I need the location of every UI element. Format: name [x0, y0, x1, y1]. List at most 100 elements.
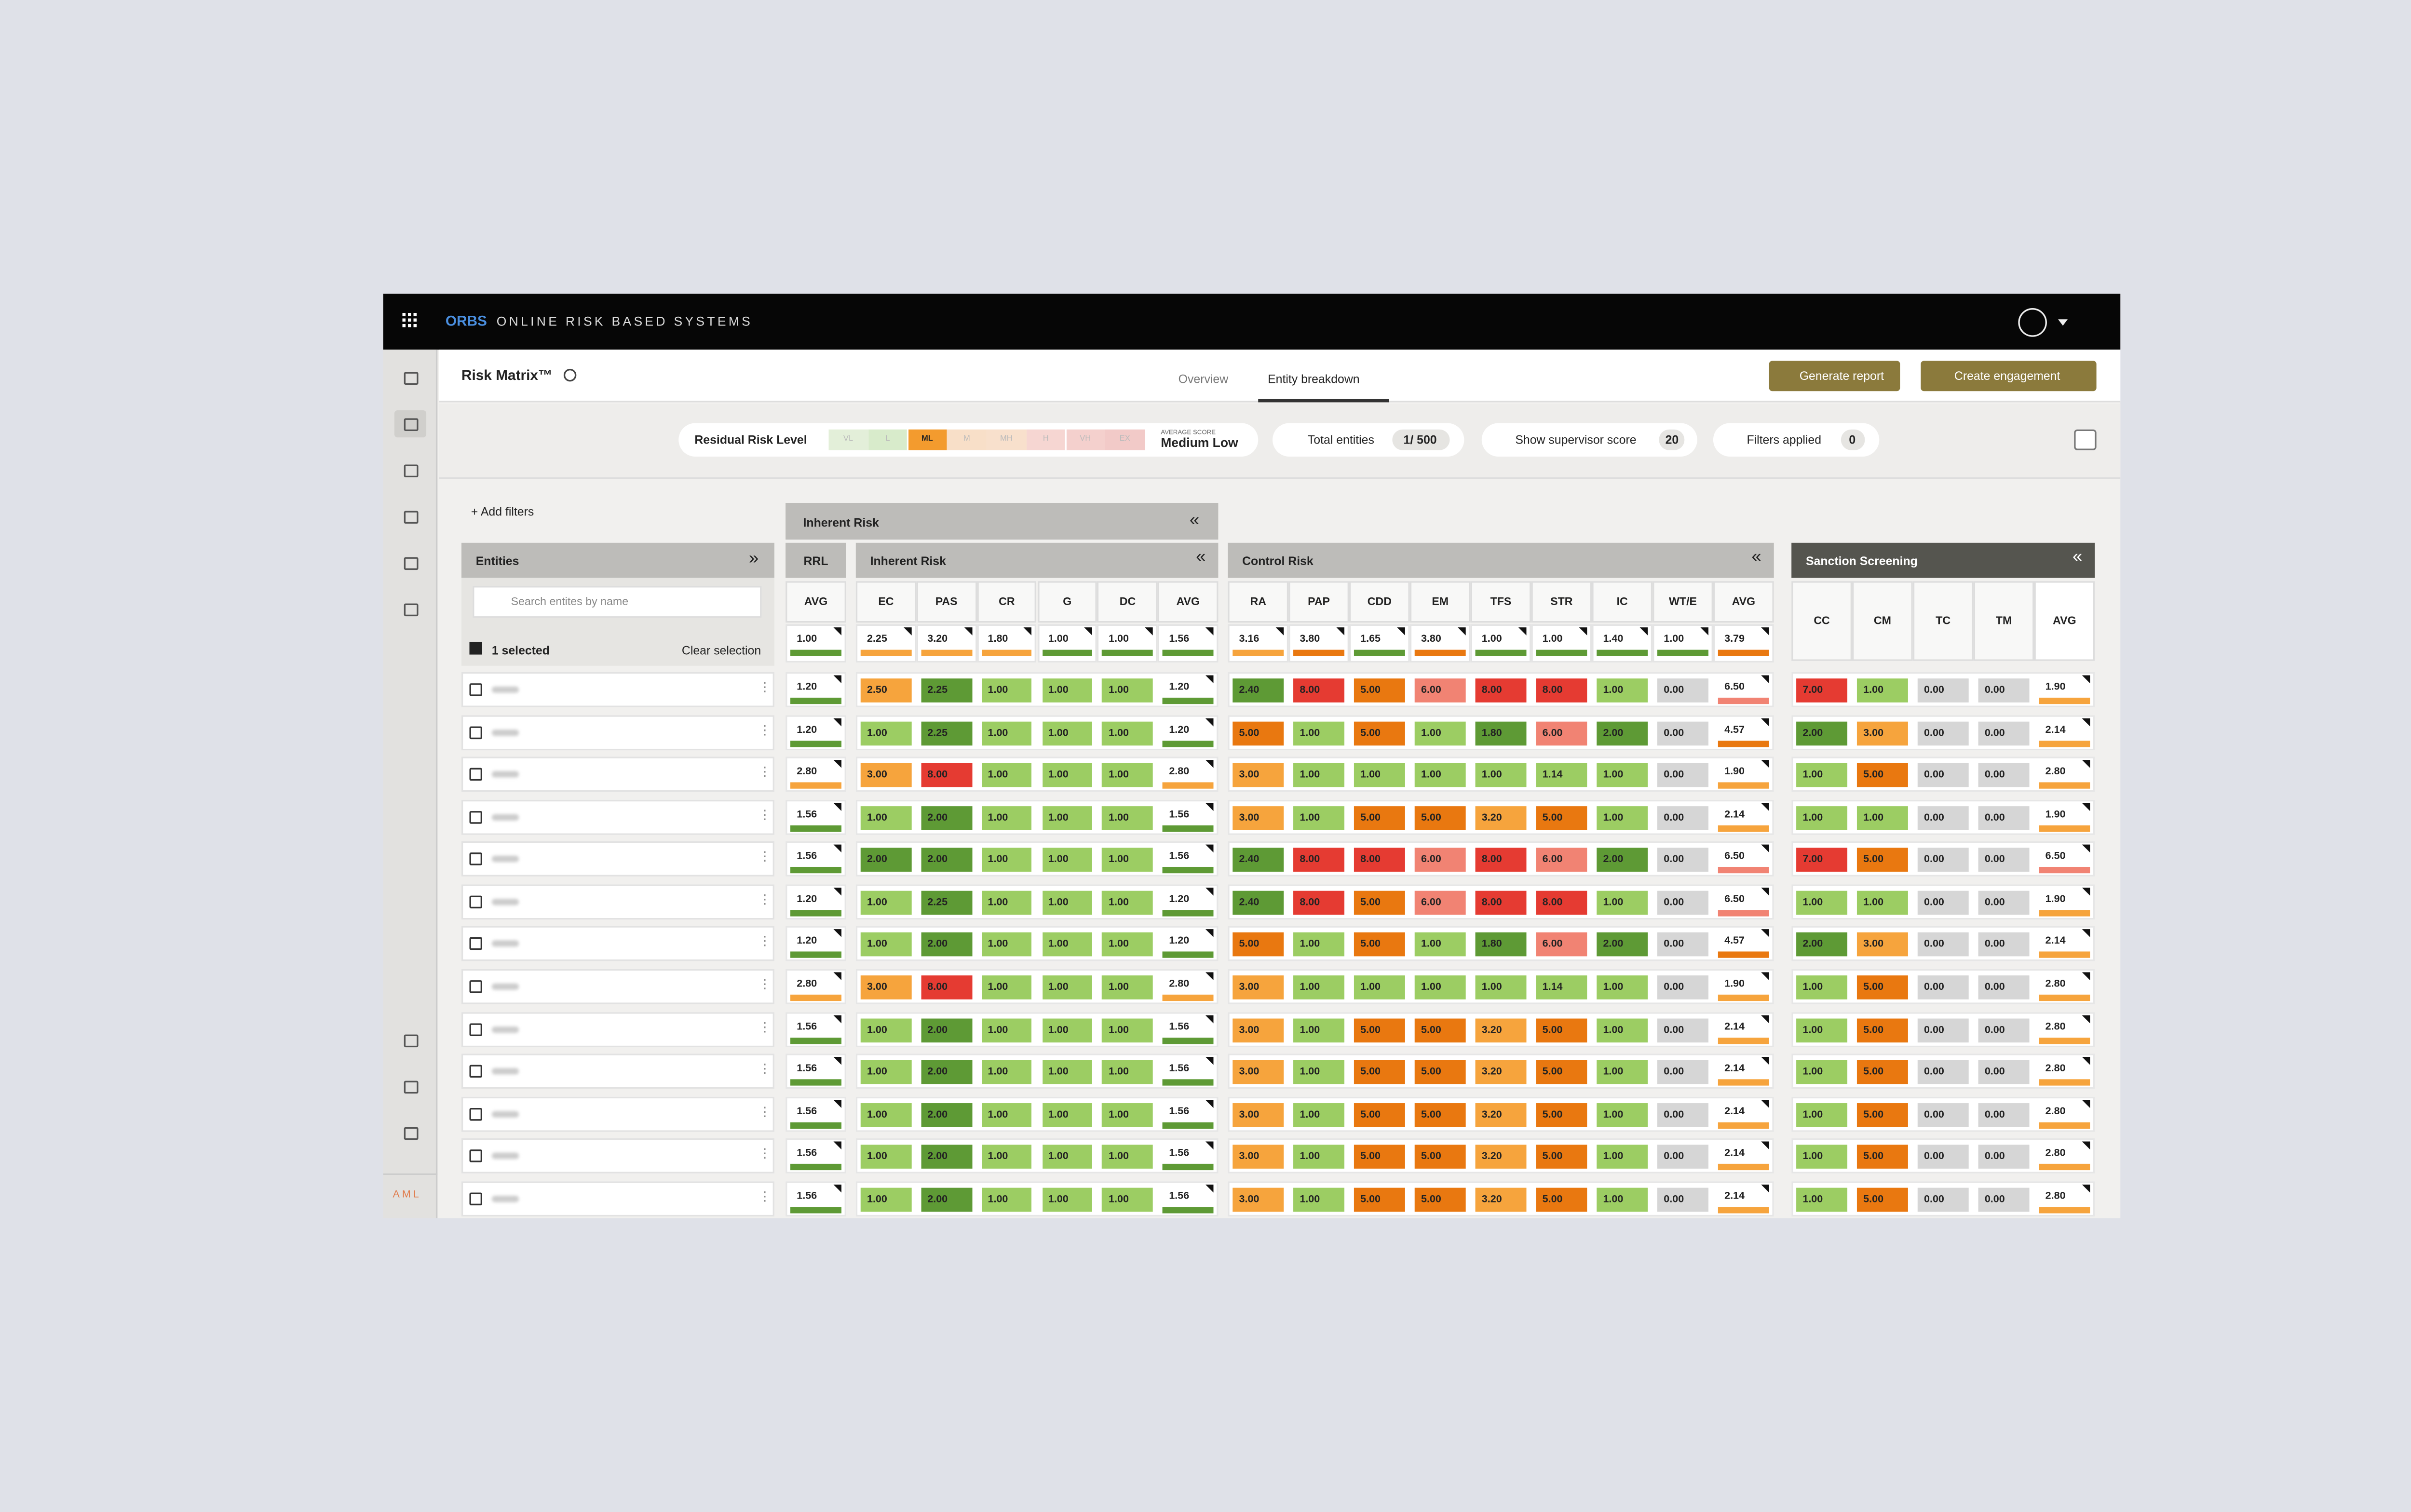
average-cell: 2.80 [2039, 760, 2090, 784]
average-bar [1163, 740, 1214, 747]
nav-folder[interactable] [404, 1127, 419, 1140]
create-engagement-button[interactable] [1921, 361, 2097, 392]
risk-cell: 0.00 [1657, 1060, 1708, 1085]
selected-count: 1 selected [491, 643, 550, 658]
risk-cell: 0.00 [1978, 721, 2030, 745]
sidebar [383, 350, 438, 1218]
filter-toggle[interactable] [2074, 429, 2097, 450]
risk-cell: 1.00 [1102, 721, 1153, 745]
risk-cell: 1.00 [1102, 1060, 1153, 1085]
risk-cell: 5.00 [1856, 1018, 1908, 1042]
tab-active[interactable]: Entity breakdown [1268, 372, 1360, 387]
nav-cases[interactable] [404, 464, 419, 478]
average-value: 3.80 [1415, 627, 1466, 651]
row-menu[interactable]: ⋮ [758, 977, 772, 992]
tab[interactable]: Overview [1178, 372, 1229, 387]
nav-matrix[interactable] [404, 418, 419, 432]
row-checkbox[interactable] [469, 1065, 482, 1078]
info-icon[interactable] [563, 368, 577, 382]
risk-cell: 1.00 [1293, 1103, 1345, 1127]
column-header: STR [1531, 581, 1592, 623]
row-menu[interactable]: ⋮ [758, 765, 772, 780]
risk-cell: 3.00 [1233, 975, 1284, 999]
average-bar [2039, 1122, 2090, 1129]
risk-cell: 5.00 [1856, 1145, 1908, 1170]
average-cell: 2.14 [1718, 1184, 1769, 1209]
row-checkbox[interactable] [469, 895, 482, 908]
clear-selection[interactable]: Clear selection [681, 643, 761, 658]
row-menu[interactable]: ⋮ [758, 680, 772, 695]
row-menu[interactable]: ⋮ [758, 1104, 772, 1119]
average-cell: 4.57 [1718, 717, 1769, 742]
risk-cell: 1.00 [981, 1188, 1032, 1212]
collapse[interactable]: « [2072, 547, 2083, 567]
risk-cell: 0.00 [1978, 891, 2030, 915]
supervisor-value: 20 [1665, 432, 1679, 447]
row-checkbox[interactable] [469, 938, 482, 951]
risk-cell: 1.00 [981, 1145, 1032, 1170]
column-header: AVG [786, 581, 846, 623]
row-checkbox[interactable] [469, 980, 482, 993]
column-header: AVG [1713, 581, 1774, 623]
row-checkbox[interactable] [469, 1150, 482, 1163]
row-menu[interactable]: ⋮ [758, 1147, 772, 1161]
select-all[interactable] [469, 642, 482, 655]
risk-cell: 2.40 [1233, 678, 1284, 702]
row-checkbox[interactable] [469, 683, 482, 696]
nav-entities[interactable] [404, 1080, 419, 1094]
nav-tasks[interactable] [404, 557, 419, 570]
risk-cell: 0.00 [1657, 848, 1708, 872]
row-menu[interactable]: ⋮ [758, 1062, 772, 1077]
row-menu[interactable]: ⋮ [758, 722, 772, 737]
average-bar [2039, 825, 2090, 832]
risk-cell: 0.00 [1917, 1103, 1969, 1127]
collapse[interactable]: « [1189, 511, 1200, 530]
apps-icon[interactable] [402, 312, 417, 327]
average-cell: 2.80 [2039, 1014, 2090, 1039]
user-avatar[interactable] [2018, 308, 2047, 337]
average-caption: AVERAGE SCORE [1161, 428, 1216, 436]
row-menu[interactable]: ⋮ [758, 1189, 772, 1204]
risk-cell: 1.00 [1042, 763, 1093, 787]
average-cell: 1.56 [1163, 1099, 1213, 1124]
scale-segment: ML [908, 429, 947, 450]
user-caret[interactable] [2058, 319, 2068, 326]
column-header: DC [1097, 581, 1158, 623]
expand[interactable]: » [748, 549, 759, 568]
generate-report-button[interactable] [1769, 361, 1900, 392]
risk-cell: 3.20 [1475, 1103, 1527, 1127]
row-checkbox[interactable] [469, 726, 482, 739]
nav-print[interactable] [404, 603, 419, 617]
add-filters[interactable]: + Add filters [471, 504, 534, 519]
average-cell: 2.80 [2039, 972, 2090, 997]
row-checkbox[interactable] [469, 1107, 482, 1120]
button-label: Create engagement [1954, 368, 2060, 383]
row-checkbox[interactable] [469, 768, 482, 781]
entity-name-blurred [491, 1195, 519, 1202]
nav-home[interactable] [404, 372, 419, 385]
collapse[interactable]: « [1751, 547, 1761, 567]
average-value: 1.40 [1597, 627, 1648, 651]
row-menu[interactable]: ⋮ [758, 807, 772, 822]
row-menu[interactable]: ⋮ [758, 892, 772, 907]
average-bar [790, 783, 842, 789]
row-checkbox[interactable] [469, 1192, 482, 1205]
average-bar [2039, 952, 2090, 959]
row-menu[interactable]: ⋮ [758, 934, 772, 949]
scale-segment: L [868, 429, 908, 450]
row-menu[interactable]: ⋮ [758, 1019, 772, 1034]
risk-cell: 1.00 [1354, 975, 1405, 999]
column-header: TC [1912, 581, 1974, 661]
row-checkbox[interactable] [469, 810, 482, 824]
search-box[interactable] [473, 586, 762, 618]
risk-cell: 0.00 [1917, 1018, 1969, 1042]
collapse[interactable]: « [1196, 547, 1206, 567]
risk-cell: 7.00 [1796, 848, 1848, 872]
nav-book[interactable] [404, 1034, 419, 1048]
nav-reports[interactable] [404, 511, 419, 524]
average-bar [1163, 995, 1214, 1001]
entity-name-blurred [491, 729, 519, 736]
row-checkbox[interactable] [469, 1023, 482, 1036]
row-menu[interactable]: ⋮ [758, 850, 772, 864]
row-checkbox[interactable] [469, 853, 482, 866]
